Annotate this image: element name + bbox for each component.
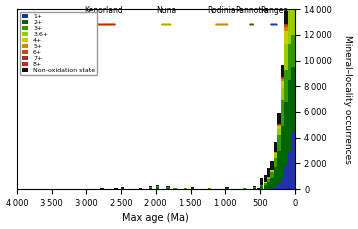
- Bar: [271, 171, 274, 172]
- Bar: [121, 187, 125, 188]
- Bar: [243, 188, 246, 189]
- Bar: [271, 177, 274, 188]
- Bar: [118, 188, 121, 189]
- X-axis label: Max age (Ma): Max age (Ma): [122, 213, 189, 224]
- Bar: [173, 188, 176, 189]
- Bar: [153, 188, 156, 189]
- Bar: [190, 188, 194, 189]
- Bar: [284, 11, 288, 24]
- Bar: [281, 79, 284, 81]
- Bar: [208, 188, 211, 189]
- Bar: [149, 188, 152, 189]
- Bar: [284, 31, 288, 44]
- Bar: [288, 151, 291, 189]
- Bar: [166, 188, 170, 189]
- Bar: [288, 0, 291, 5]
- Bar: [274, 154, 277, 158]
- Bar: [267, 188, 270, 189]
- Bar: [277, 135, 281, 151]
- Bar: [225, 187, 229, 188]
- Bar: [277, 151, 281, 183]
- Bar: [267, 179, 270, 182]
- Bar: [291, 35, 295, 67]
- Bar: [274, 142, 277, 152]
- Bar: [260, 186, 263, 189]
- Bar: [253, 187, 256, 188]
- Bar: [253, 186, 256, 187]
- Bar: [267, 178, 270, 179]
- Bar: [149, 185, 152, 187]
- Bar: [271, 172, 274, 177]
- Bar: [274, 153, 277, 154]
- Bar: [281, 87, 284, 100]
- Bar: [267, 177, 270, 178]
- Bar: [277, 124, 281, 125]
- Bar: [263, 185, 267, 189]
- Bar: [156, 187, 159, 189]
- Bar: [284, 24, 288, 25]
- Text: Rodinia: Rodinia: [208, 6, 236, 16]
- Bar: [288, 44, 291, 80]
- Bar: [277, 183, 281, 189]
- Bar: [149, 187, 152, 188]
- Bar: [284, 25, 288, 27]
- Bar: [277, 126, 281, 129]
- Bar: [281, 65, 284, 77]
- Bar: [271, 188, 274, 189]
- Bar: [284, 27, 288, 31]
- Bar: [281, 77, 284, 78]
- Bar: [156, 185, 159, 186]
- Bar: [291, 67, 295, 131]
- Bar: [281, 177, 284, 189]
- Text: Kenorland: Kenorland: [84, 6, 123, 16]
- Bar: [281, 78, 284, 79]
- Text: Pannotia: Pannotia: [235, 6, 268, 16]
- Bar: [121, 188, 125, 189]
- Bar: [267, 182, 270, 188]
- Bar: [281, 126, 284, 177]
- Bar: [277, 113, 281, 124]
- Bar: [225, 188, 229, 189]
- Bar: [284, 44, 288, 70]
- Bar: [263, 183, 267, 185]
- Bar: [166, 187, 170, 188]
- Text: Pangea: Pangea: [260, 6, 288, 16]
- Bar: [281, 100, 284, 126]
- Bar: [277, 125, 281, 126]
- Legend: 1+, 2+, 3+, 3.6+, 4+, 5+, 6+, 7+, 8+, Non-oxidation state: 1+, 2+, 3+, 3.6+, 4+, 5+, 6+, 7+, 8+, No…: [20, 12, 97, 75]
- Bar: [139, 188, 142, 189]
- Bar: [260, 185, 263, 186]
- Y-axis label: Mineral–locality occurrences: Mineral–locality occurrences: [343, 35, 352, 164]
- Bar: [156, 186, 159, 187]
- Bar: [253, 188, 256, 189]
- Text: Nuna: Nuna: [156, 6, 176, 16]
- Bar: [184, 188, 187, 189]
- Bar: [260, 178, 263, 185]
- Bar: [263, 175, 267, 182]
- Bar: [271, 161, 274, 169]
- Bar: [267, 168, 270, 177]
- Bar: [284, 70, 288, 102]
- Bar: [277, 129, 281, 135]
- Bar: [291, 0, 295, 35]
- Bar: [288, 80, 291, 151]
- Bar: [274, 152, 277, 153]
- Bar: [257, 188, 260, 189]
- Bar: [291, 131, 295, 189]
- Bar: [274, 167, 277, 187]
- Bar: [166, 186, 170, 187]
- Bar: [271, 170, 274, 171]
- Bar: [274, 158, 277, 167]
- Bar: [288, 5, 291, 44]
- Bar: [281, 81, 284, 87]
- Bar: [284, 102, 288, 166]
- Bar: [274, 187, 277, 189]
- Bar: [284, 166, 288, 189]
